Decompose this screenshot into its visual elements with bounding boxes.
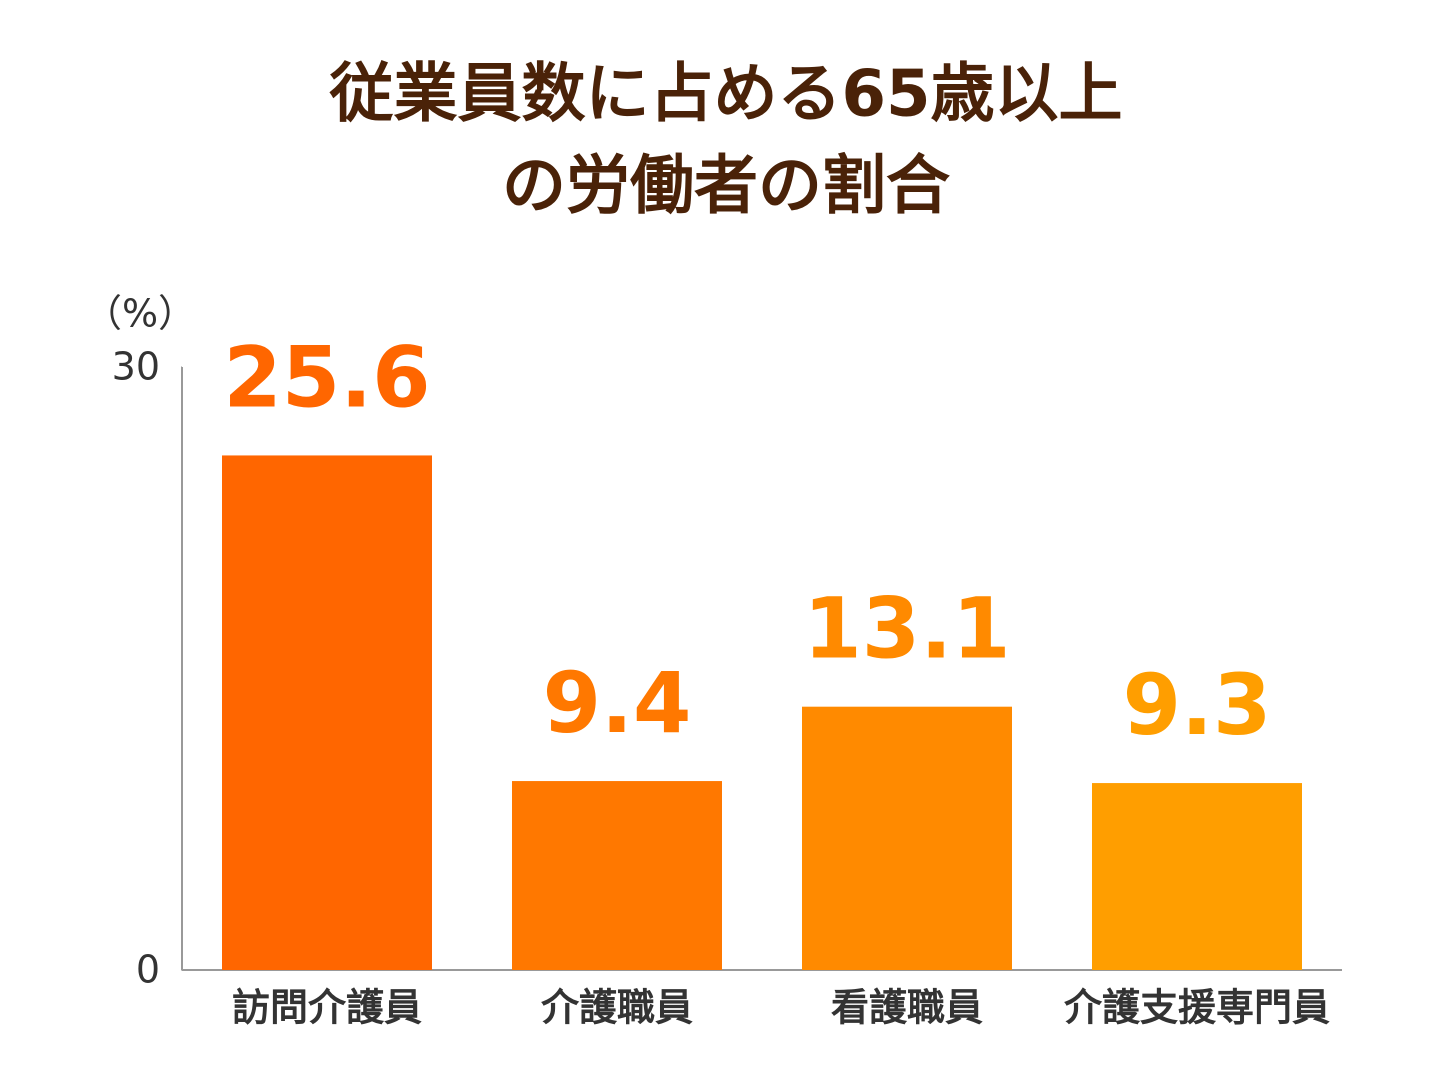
x-tick-label: 介護支援専門員 bbox=[1064, 986, 1330, 1030]
chart-title: の労働者の割合 bbox=[502, 150, 950, 224]
bar bbox=[1092, 783, 1302, 970]
value-label: 25.6 bbox=[223, 328, 430, 426]
y-tick-label: 0 bbox=[136, 948, 160, 992]
y-tick-label: 30 bbox=[112, 345, 160, 389]
x-tick-label: 看護職員 bbox=[831, 986, 983, 1030]
y-unit: （%） bbox=[84, 292, 196, 336]
chart-title: 従業員数に占める65歳以上 bbox=[328, 58, 1122, 132]
bar bbox=[222, 455, 432, 970]
bar bbox=[512, 781, 722, 970]
bar bbox=[802, 706, 1012, 970]
x-tick-label: 訪問介護員 bbox=[232, 986, 422, 1030]
value-label: 9.4 bbox=[543, 654, 692, 752]
x-tick-label: 介護職員 bbox=[541, 986, 693, 1030]
value-label: 13.1 bbox=[803, 580, 1010, 678]
value-label: 9.3 bbox=[1123, 656, 1272, 754]
